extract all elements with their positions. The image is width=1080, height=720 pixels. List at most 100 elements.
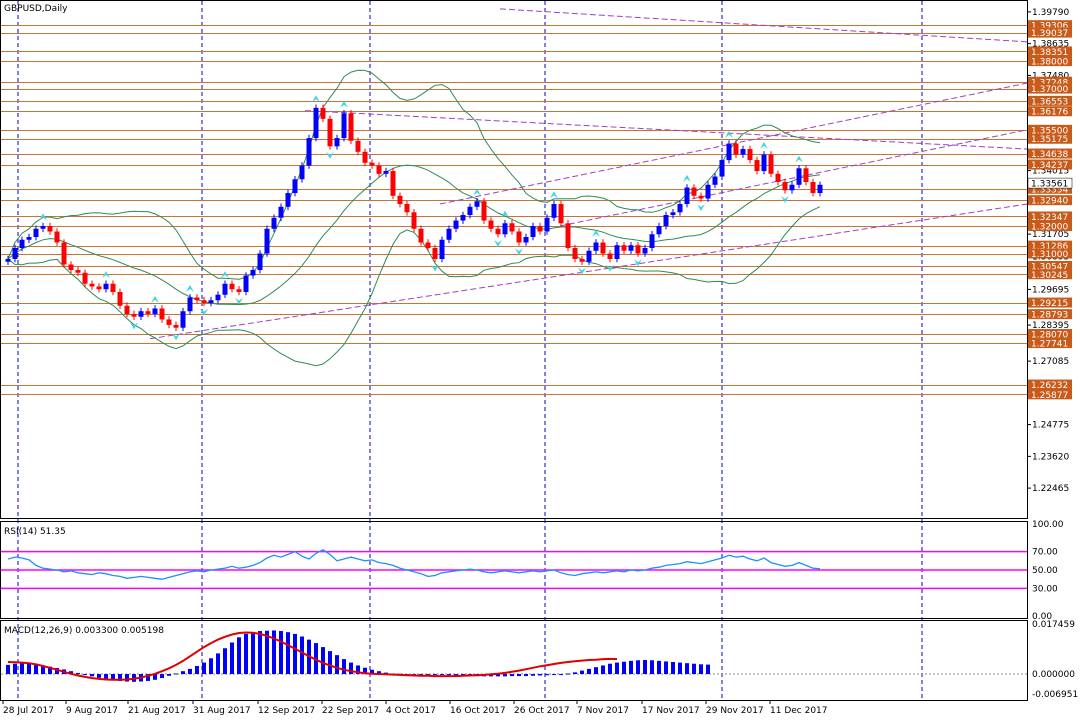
macd-bar — [20, 663, 24, 675]
level-price-box — [1028, 309, 1072, 320]
fractal-down-arrow — [200, 308, 208, 316]
level-price-label: 1.36176 — [1031, 108, 1068, 118]
macd-bar — [517, 674, 521, 677]
macd-bar — [160, 674, 164, 679]
date-tick-label: 22 Sep 2017 — [322, 706, 379, 716]
macd-bar — [370, 669, 374, 675]
fractal-up-arrow — [760, 141, 768, 149]
candle-body — [649, 234, 655, 249]
level-price-label: 1.31000 — [1031, 250, 1068, 260]
macd-bar — [111, 674, 115, 681]
level-price-label: 1.37000 — [1031, 85, 1068, 95]
candle-body — [754, 160, 760, 172]
macd-bar — [237, 637, 241, 675]
candle-body — [243, 275, 249, 292]
band-lower — [7, 206, 821, 367]
level-price-box — [1028, 195, 1072, 206]
fractal-down-arrow — [172, 333, 180, 341]
candle-body — [369, 162, 375, 166]
candle-body — [96, 286, 102, 290]
trendline-1 — [149, 203, 1028, 340]
candle-body — [159, 308, 165, 320]
price-tick-label: 1.37480 — [1032, 71, 1069, 81]
candle-body — [516, 231, 522, 243]
candle-body — [33, 228, 39, 238]
macd-bar — [230, 642, 234, 675]
level-price-box — [1028, 159, 1072, 170]
candle-body — [761, 154, 767, 172]
candle-body — [453, 220, 459, 229]
macd-bar — [118, 674, 122, 681]
price-axis: 1.397901.386351.374801.340151.317051.308… — [1027, 8, 1073, 494]
rsi-tick-label: 0.00 — [1032, 612, 1052, 622]
macd-bar — [342, 659, 346, 675]
candle-body — [138, 311, 144, 317]
level-price-label: 1.26232 — [1031, 381, 1068, 391]
macd-bar — [524, 674, 528, 677]
level-price-label: 1.37248 — [1031, 78, 1068, 88]
date-tick-label: 9 Aug 2017 — [66, 706, 118, 716]
level-price-label: 1.28793 — [1031, 311, 1068, 321]
level-price-label: 1.39306 — [1031, 22, 1068, 32]
candle-body — [40, 226, 46, 229]
level-price-box — [1028, 27, 1072, 38]
candle-body — [390, 171, 396, 196]
candle-body — [656, 226, 662, 235]
level-price-box — [1028, 389, 1072, 400]
candle-body — [698, 195, 704, 199]
macd-bar — [90, 674, 94, 677]
candle-body — [635, 245, 641, 254]
candle-body — [691, 187, 697, 196]
macd-bar — [244, 633, 248, 675]
macd-bar — [6, 664, 10, 675]
rsi-tick-label: 30.00 — [1032, 584, 1058, 594]
candle-body — [131, 313, 137, 317]
candle-body — [61, 242, 67, 265]
price-tick-label: 1.24775 — [1032, 421, 1069, 431]
fractal-up-arrow — [683, 174, 691, 182]
candle-body — [768, 154, 774, 174]
macd-bar — [153, 674, 157, 680]
candle-body — [628, 245, 634, 251]
candle-body — [187, 297, 193, 312]
fractal-down-arrow — [326, 151, 334, 159]
level-price-label: 1.31286 — [1031, 242, 1068, 252]
fractal-up-arrow — [592, 229, 600, 237]
macd-bar — [566, 673, 570, 675]
macd-bar — [258, 631, 262, 675]
macd-tick-label: 0.000000 — [1032, 670, 1075, 680]
macd-bar — [125, 674, 129, 682]
fractal-up-arrow — [795, 155, 803, 163]
candle-body — [250, 269, 256, 276]
fractal-up-arrow — [221, 271, 229, 279]
candle-body — [201, 300, 207, 303]
level-price-label: 1.30245 — [1031, 271, 1068, 281]
macd-bar — [83, 674, 87, 676]
date-tick-label: 7 Nov 2017 — [577, 706, 629, 716]
candle-body — [551, 204, 557, 218]
macd-bar — [251, 632, 255, 675]
fractal-up-arrow — [340, 100, 348, 108]
level-price-label: 1.33354 — [1031, 185, 1068, 195]
date-tick-label: 17 Nov 2017 — [642, 706, 700, 716]
candle-body — [558, 204, 564, 224]
macd-bar — [314, 643, 318, 675]
candle-body — [586, 250, 592, 262]
macd-title: MACD(12,26,9) 0.003300 0.005198 — [4, 626, 164, 636]
macd-bar — [48, 666, 52, 675]
level-price-box — [1028, 95, 1072, 106]
level-price-label: 1.34237 — [1031, 161, 1068, 171]
candle-body — [747, 149, 753, 161]
macd-bar — [181, 671, 185, 675]
candle-body — [796, 168, 802, 185]
candle-body — [733, 143, 739, 155]
candle-body — [677, 204, 683, 213]
level-price-label: 1.36553 — [1031, 97, 1068, 107]
candle-body — [789, 184, 795, 191]
level-price-box — [1028, 297, 1072, 308]
candle-body — [488, 220, 494, 229]
level-price-label: 1.32000 — [1031, 223, 1068, 233]
candle-body — [362, 151, 368, 163]
macd-bar — [27, 663, 31, 675]
